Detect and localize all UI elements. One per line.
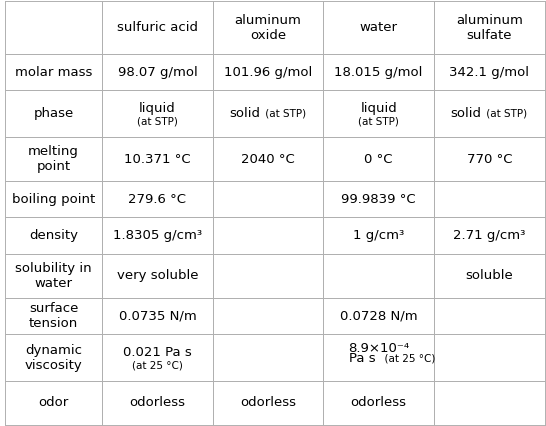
Text: 1.8305 g/cm³: 1.8305 g/cm³ (113, 229, 202, 242)
Text: (at STP): (at STP) (483, 109, 527, 119)
Text: sulfuric acid: sulfuric acid (117, 21, 198, 34)
Text: 2.71 g/cm³: 2.71 g/cm³ (453, 229, 525, 242)
Text: odor: odor (38, 396, 69, 409)
Text: liquid: liquid (360, 102, 397, 115)
Text: very soluble: very soluble (117, 269, 198, 282)
Text: (at STP): (at STP) (358, 116, 399, 127)
Text: 342.1 g/mol: 342.1 g/mol (449, 66, 529, 79)
Text: (at 25 °C): (at 25 °C) (378, 354, 435, 363)
Text: 0.0728 N/m: 0.0728 N/m (340, 309, 418, 322)
Text: aluminum
oxide: aluminum oxide (235, 14, 301, 42)
Text: phase: phase (33, 107, 74, 121)
Text: melting
point: melting point (28, 145, 79, 173)
Text: 1 g/cm³: 1 g/cm³ (353, 229, 404, 242)
Text: 0 °C: 0 °C (364, 153, 393, 166)
Text: 770 °C: 770 °C (466, 153, 512, 166)
Text: surface
tension: surface tension (29, 302, 78, 330)
Text: odorless: odorless (129, 396, 186, 409)
Text: 99.9839 °C: 99.9839 °C (341, 193, 416, 206)
Text: molar mass: molar mass (15, 66, 92, 79)
Text: solid: solid (229, 107, 260, 121)
Text: (at STP): (at STP) (262, 109, 306, 119)
Text: odorless: odorless (240, 396, 296, 409)
Text: odorless: odorless (351, 396, 407, 409)
Text: (at 25 °C): (at 25 °C) (132, 360, 183, 370)
Text: Pa s: Pa s (349, 352, 376, 365)
Text: 279.6 °C: 279.6 °C (128, 193, 186, 206)
Text: boiling point: boiling point (12, 193, 95, 206)
Text: solubility in
water: solubility in water (15, 262, 92, 290)
Text: dynamic
viscosity: dynamic viscosity (25, 343, 82, 371)
Text: water: water (360, 21, 397, 34)
Text: 10.371 °C: 10.371 °C (124, 153, 191, 166)
Text: 101.96 g/mol: 101.96 g/mol (224, 66, 312, 79)
Text: 0.0735 N/m: 0.0735 N/m (118, 309, 196, 322)
Text: 8.9×10⁻⁴: 8.9×10⁻⁴ (348, 342, 409, 355)
Text: liquid: liquid (139, 102, 176, 115)
Text: 0.021 Pa s: 0.021 Pa s (123, 346, 192, 359)
Text: solid: solid (450, 107, 481, 121)
Text: 98.07 g/mol: 98.07 g/mol (117, 66, 197, 79)
Text: 2040 °C: 2040 °C (241, 153, 295, 166)
Text: aluminum
sulfate: aluminum sulfate (456, 14, 523, 42)
Text: density: density (29, 229, 78, 242)
Text: 18.015 g/mol: 18.015 g/mol (335, 66, 423, 79)
Text: soluble: soluble (465, 269, 513, 282)
Text: (at STP): (at STP) (137, 116, 178, 127)
